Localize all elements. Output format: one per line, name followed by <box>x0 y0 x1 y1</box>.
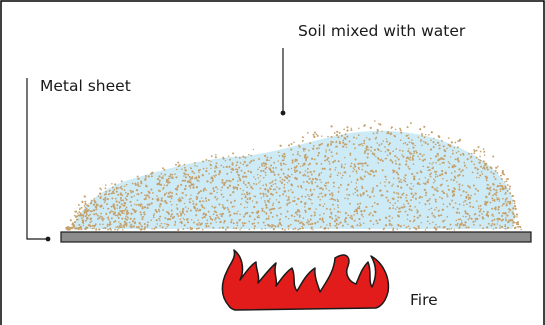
soil-water-label: Soil mixed with water <box>298 22 466 40</box>
fire-label: Fire <box>410 291 438 309</box>
metal-sheet-leader-line <box>26 78 47 240</box>
soil-particles <box>65 120 522 232</box>
metal-sheet <box>60 231 532 243</box>
metal-sheet-leader-dot <box>45 236 51 242</box>
fire-flames <box>221 249 390 311</box>
soil-leader-dot <box>280 110 286 116</box>
metal-sheet-label: Metal sheet <box>40 77 131 95</box>
